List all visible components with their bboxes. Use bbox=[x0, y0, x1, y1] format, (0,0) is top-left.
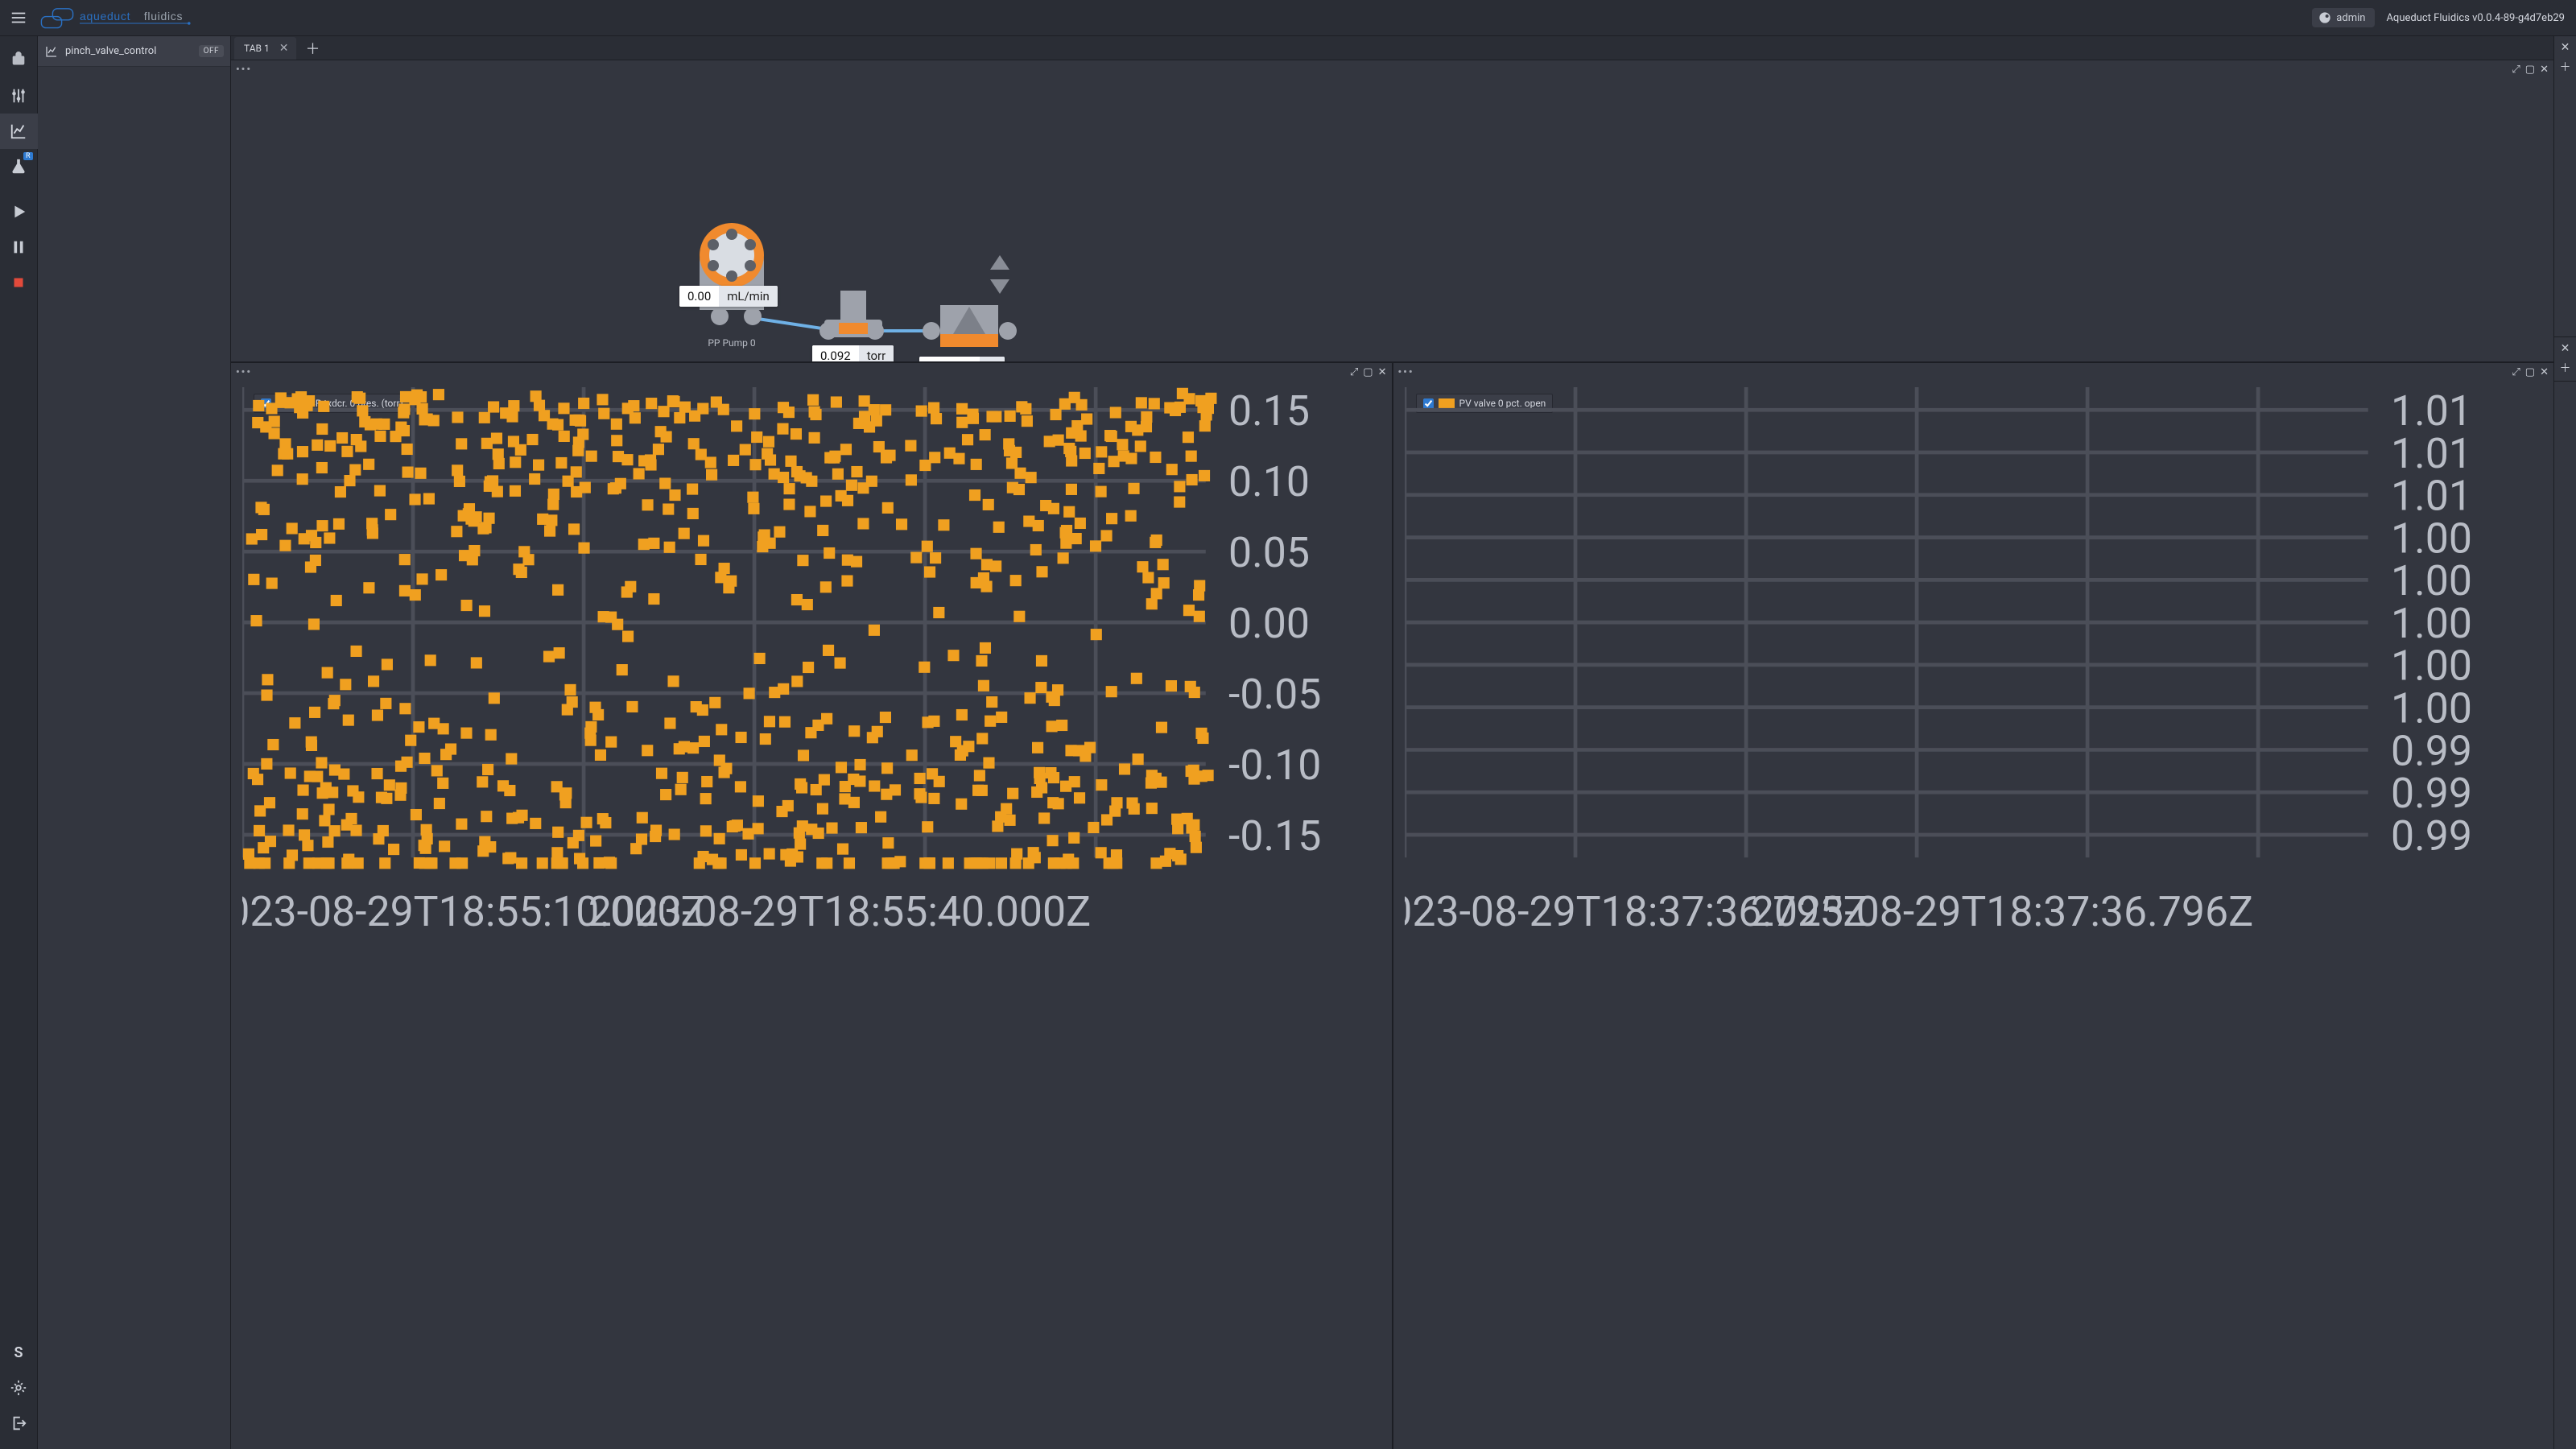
chart-line-icon bbox=[44, 45, 59, 58]
svg-text:fluidics: fluidics bbox=[144, 10, 183, 23]
pump-unit: mL/min bbox=[719, 286, 778, 307]
pinch-valve-node[interactable]: 100.000 % PV bbox=[929, 255, 1009, 361]
user-icon bbox=[2318, 11, 2331, 24]
svg-text:-0.15: -0.15 bbox=[1228, 811, 1321, 861]
right-gutter: ✕ ＋ ✕ ＋ bbox=[2553, 36, 2576, 1449]
rail-sliders[interactable] bbox=[0, 78, 38, 114]
svg-text:0.10: 0.10 bbox=[1228, 457, 1310, 506]
robot-icon bbox=[10, 52, 27, 69]
pump-label: PP Pump 0 bbox=[683, 337, 780, 349]
valve-value: 100.000 bbox=[919, 357, 980, 361]
rail-pause[interactable] bbox=[0, 229, 38, 265]
svg-text:0.05: 0.05 bbox=[1228, 528, 1310, 577]
gear-icon bbox=[10, 1379, 27, 1397]
gutter-close-icon[interactable]: ✕ bbox=[2561, 342, 2570, 355]
pane-expand-icon[interactable]: ⤢ bbox=[1350, 366, 1358, 378]
transducer-readout: 0.092 torr bbox=[812, 345, 894, 361]
tab-label: TAB 1 bbox=[244, 43, 270, 54]
app-version: Aqueduct Fluidics v0.0.4-89-g4d7eb29 bbox=[2386, 12, 2565, 24]
rail-sim[interactable]: S bbox=[0, 1335, 38, 1370]
gutter-add-icon[interactable]: ＋ bbox=[2560, 59, 2571, 75]
menu-icon bbox=[10, 9, 27, 27]
rail-settings[interactable] bbox=[0, 1370, 38, 1406]
pane-diagram: ••• ⤢ ▢ ✕ bbox=[231, 60, 2553, 361]
pane-chart-pressure: ••• ⤢ ▢ ✕ TDCR txdcr. 0 pres. (torr) 0.1… bbox=[231, 363, 1392, 1449]
user-menu[interactable]: admin bbox=[2312, 8, 2375, 27]
gutter-add-icon[interactable]: ＋ bbox=[2560, 360, 2571, 376]
transducer-unit: torr bbox=[859, 345, 894, 361]
chart-left[interactable]: 0.15 0.10 0.05 0.00 -0.05 -0.10 -0.15 2023-08-2… bbox=[242, 387, 1381, 956]
nav-rail: S bbox=[0, 36, 38, 1449]
rail-recipes[interactable] bbox=[0, 149, 38, 184]
svg-text:2023-08-29T18:55:40.000Z: 2023-08-29T18:55:40.000Z bbox=[588, 887, 1091, 936]
rail-charts[interactable] bbox=[0, 114, 38, 149]
side-panel: pinch_valve_control OFF bbox=[38, 36, 231, 1449]
chart-preset-row[interactable]: pinch_valve_control OFF bbox=[38, 36, 230, 67]
pane-menu[interactable]: ••• bbox=[236, 366, 252, 378]
chart-preset-name: pinch_valve_control bbox=[65, 45, 192, 57]
chart-preset-badge: OFF bbox=[199, 45, 224, 57]
valve-unit: % bbox=[980, 357, 1005, 361]
flask-icon bbox=[10, 158, 27, 175]
add-tab[interactable]: ＋ bbox=[301, 37, 324, 60]
gutter-close-icon[interactable]: ✕ bbox=[2561, 41, 2570, 54]
tab-close[interactable]: ✕ bbox=[276, 42, 292, 55]
chart-right[interactable]: 1.011.011.011.001.001.001.001.000.990.99… bbox=[1405, 387, 2543, 956]
transducer-node[interactable]: 0.092 torr TDCR Txdcr. 0 bbox=[824, 291, 882, 361]
pane-maximize-icon[interactable]: ▢ bbox=[1363, 366, 1373, 378]
pinch-valve-icon bbox=[929, 299, 1009, 355]
pane-close-icon[interactable]: ✕ bbox=[1378, 366, 1387, 378]
valve-readout: 100.000 % bbox=[919, 357, 1005, 361]
svg-text:-0.10: -0.10 bbox=[1228, 741, 1321, 790]
pump-readout: 0.00 mL/min bbox=[679, 286, 778, 307]
tab-bar: TAB 1 ✕ ＋ bbox=[231, 36, 2553, 60]
chart-icon bbox=[10, 122, 27, 140]
svg-text:aqueduct: aqueduct bbox=[80, 10, 130, 23]
pane-close-icon[interactable]: ✕ bbox=[2540, 366, 2549, 378]
sliders-icon bbox=[10, 87, 27, 105]
play-icon bbox=[10, 203, 27, 221]
pause-icon bbox=[10, 238, 27, 256]
pump-node[interactable]: 0.00 mL/min PP Pump 0 bbox=[683, 205, 780, 349]
pane-maximize-icon[interactable]: ▢ bbox=[2525, 366, 2535, 378]
user-name: admin bbox=[2336, 12, 2365, 24]
svg-text:0.15: 0.15 bbox=[1228, 387, 1310, 436]
rail-devices[interactable] bbox=[0, 43, 38, 78]
pump-value: 0.00 bbox=[679, 286, 719, 307]
pressure-sensor-icon bbox=[824, 291, 882, 339]
rail-stop[interactable] bbox=[0, 265, 38, 300]
pane-chart-valve: ••• ⤢ ▢ ✕ PV valve 0 pct. open 1.011.011… bbox=[1393, 363, 2554, 1449]
transducer-value: 0.092 bbox=[812, 345, 859, 361]
svg-text:0.00: 0.00 bbox=[1228, 599, 1310, 648]
tab-1[interactable]: TAB 1 ✕ bbox=[234, 37, 296, 60]
svg-text:0.99: 0.99 bbox=[2391, 811, 2472, 861]
brand-logo: aqueduct fluidics bbox=[40, 6, 209, 30]
hamburger-menu[interactable] bbox=[0, 0, 37, 35]
rail-play[interactable] bbox=[0, 194, 38, 229]
rail-logout[interactable] bbox=[0, 1406, 38, 1441]
pane-menu[interactable]: ••• bbox=[1398, 366, 1414, 378]
pane-expand-icon[interactable]: ⤢ bbox=[2512, 366, 2520, 378]
sim-icon: S bbox=[14, 1344, 23, 1361]
stop-icon bbox=[10, 274, 27, 291]
logout-icon bbox=[10, 1414, 27, 1432]
svg-text:2023-08-29T18:37:36.796Z: 2023-08-29T18:37:36.796Z bbox=[1750, 887, 2252, 936]
valve-adjust-icon[interactable] bbox=[960, 255, 1040, 294]
svg-text:-0.05: -0.05 bbox=[1228, 670, 1321, 719]
